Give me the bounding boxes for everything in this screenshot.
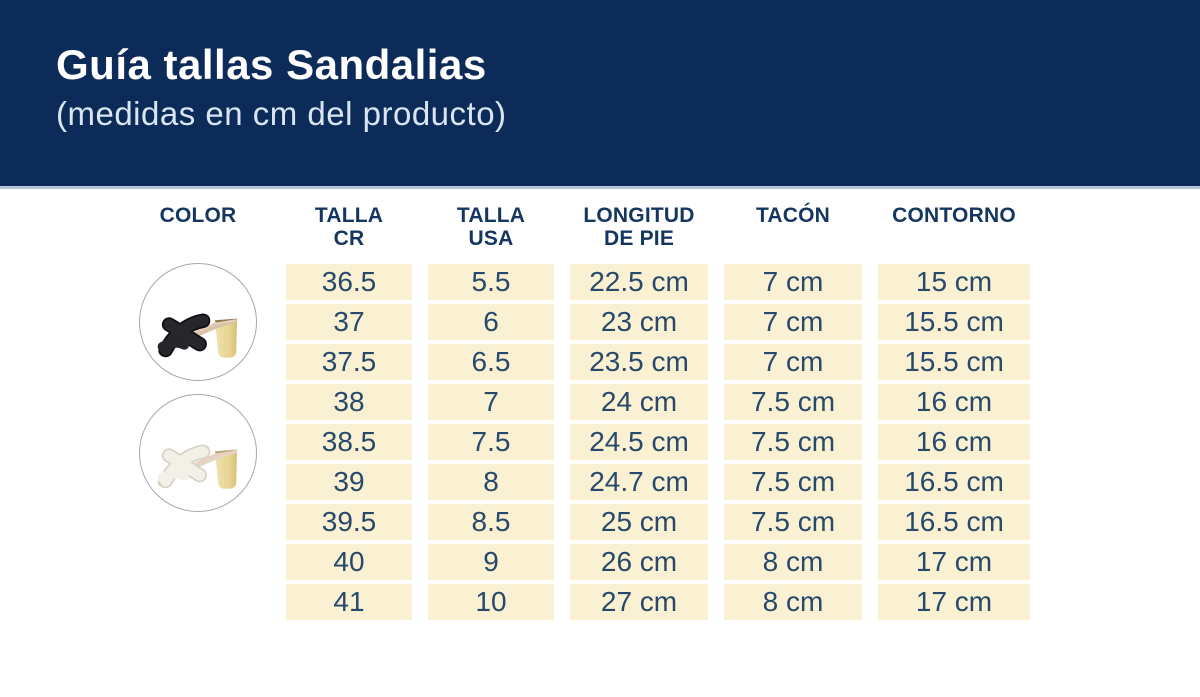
column-header-longitud-de-pie: LONGITUD DE PIE xyxy=(583,204,695,250)
table-cell: 16 cm xyxy=(878,384,1030,420)
white-sandal-icon xyxy=(157,444,238,489)
table-cell: 16.5 cm xyxy=(878,504,1030,540)
table-cell: 23.5 cm xyxy=(570,344,708,380)
black-heeled-sandal-photo xyxy=(139,263,257,381)
table-cell: 36.5 xyxy=(286,264,412,300)
table-cell: 5.5 xyxy=(428,264,554,300)
table-cell: 39 xyxy=(286,464,412,500)
page-title: Guía tallas Sandalias xyxy=(56,41,487,88)
table-cell: 15.5 cm xyxy=(878,304,1030,340)
table-cell: 17 cm xyxy=(878,544,1030,580)
table-cell: 8.5 xyxy=(428,504,554,540)
table-cell: 16.5 cm xyxy=(878,464,1030,500)
table-cell: 7.5 cm xyxy=(724,464,862,500)
column-header-contorno: CONTORNO xyxy=(892,204,1016,227)
table-cell: 8 cm xyxy=(724,584,862,620)
table-cell: 24.7 cm xyxy=(570,464,708,500)
table-cell: 38.5 xyxy=(286,424,412,460)
table-cell: 8 cm xyxy=(724,544,862,580)
table-cell: 24 cm xyxy=(570,384,708,420)
table-cell: 17 cm xyxy=(878,584,1030,620)
column-header-talla-cr: TALLA CR xyxy=(314,204,384,250)
header-band: Guía tallas Sandalias (medidas en cm del… xyxy=(0,0,1200,189)
column-header-talla-usa: TALLA USA xyxy=(456,204,526,250)
table-cell: 22.5 cm xyxy=(570,264,708,300)
table-cell: 39.5 xyxy=(286,504,412,540)
table-cell: 7.5 cm xyxy=(724,424,862,460)
table-cell: 7 cm xyxy=(724,264,862,300)
table-cell: 26 cm xyxy=(570,544,708,580)
table-cell: 15 cm xyxy=(878,264,1030,300)
column-header-tacon: TACÓN xyxy=(755,204,831,227)
table-cell: 25 cm xyxy=(570,504,708,540)
table-cell: 7 xyxy=(428,384,554,420)
table-cell: 8 xyxy=(428,464,554,500)
table-cell: 27 cm xyxy=(570,584,708,620)
black-sandal-icon xyxy=(157,313,238,358)
table-area: COLOR TALLA CR TALLA USA LONGITUD DE PIE… xyxy=(0,202,1200,620)
table-cell: 38 xyxy=(286,384,412,420)
table-cell: 10 xyxy=(428,584,554,620)
table-cell: 7.5 cm xyxy=(724,384,862,420)
table-cell: 15.5 cm xyxy=(878,344,1030,380)
table-cell: 7 cm xyxy=(724,304,862,340)
size-table: COLOR TALLA CR TALLA USA LONGITUD DE PIE… xyxy=(126,202,1030,620)
table-cell: 6.5 xyxy=(428,344,554,380)
table-cell: 9 xyxy=(428,544,554,580)
table-cell: 24.5 cm xyxy=(570,424,708,460)
table-cell: 7.5 xyxy=(428,424,554,460)
table-cell: 16 cm xyxy=(878,424,1030,460)
table-cell: 7 cm xyxy=(724,344,862,380)
page-subtitle: (medidas en cm del producto) xyxy=(56,95,507,132)
table-cell: 41 xyxy=(286,584,412,620)
table-cell: 37 xyxy=(286,304,412,340)
white-heeled-sandal-photo xyxy=(139,394,257,512)
table-cell: 37.5 xyxy=(286,344,412,380)
column-header-color: COLOR xyxy=(159,204,237,227)
table-cell: 40 xyxy=(286,544,412,580)
table-cell: 7.5 cm xyxy=(724,504,862,540)
table-cell: 6 xyxy=(428,304,554,340)
table-cell: 23 cm xyxy=(570,304,708,340)
